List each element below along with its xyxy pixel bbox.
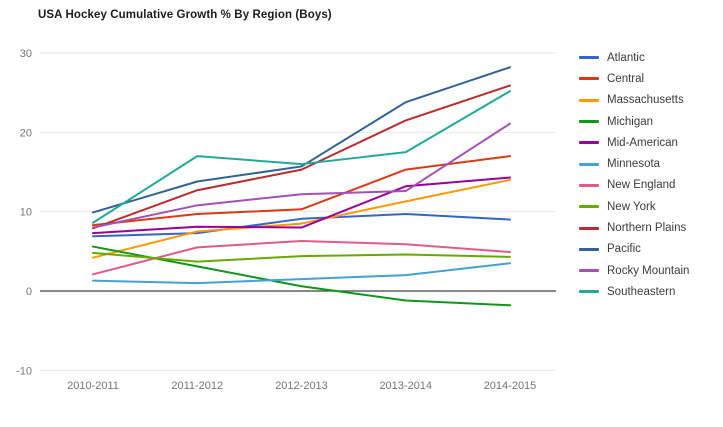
x-tick-label: 2013-2014	[379, 380, 432, 392]
legend-label: Michigan	[607, 115, 654, 128]
legend-swatch-icon	[579, 141, 599, 145]
legend-swatch-icon	[579, 98, 599, 102]
series-line-new-england	[92, 240, 511, 276]
legend-label: Atlantic	[607, 51, 645, 64]
series-line-central	[92, 155, 511, 227]
y-tick-label: 10	[20, 207, 32, 219]
y-tick-label: 30	[20, 48, 32, 60]
legend-item-central[interactable]: Central	[579, 68, 689, 89]
legend-swatch-icon	[579, 56, 599, 60]
series-line-michigan	[92, 245, 511, 307]
series-line-massachusetts	[92, 178, 511, 259]
chart-title: USA Hockey Cumulative Growth % By Region…	[38, 9, 332, 21]
legend-swatch-icon	[579, 120, 599, 124]
y-tick-label: 20	[20, 127, 32, 139]
series-line-southeastern	[92, 90, 511, 224]
x-tick-label: 2014-2015	[484, 380, 537, 392]
legend-swatch-icon	[579, 290, 599, 294]
legend-swatch-icon	[579, 183, 599, 187]
legend-item-new-york[interactable]: New York	[579, 196, 689, 217]
series-line-minnesota	[92, 262, 511, 285]
legend-label: Northern Plains	[607, 222, 687, 235]
legend: Atlantic Central Massachusetts Michigan Mid-…	[579, 47, 689, 303]
x-tick-label: 2010-2011	[67, 380, 119, 392]
legend-item-atlantic[interactable]: Atlantic	[579, 47, 689, 68]
legend-label: Rocky Mountain	[607, 264, 690, 277]
legend-label: Mid-American	[607, 136, 678, 149]
legend-label: New York	[607, 200, 656, 213]
legend-item-massachusetts[interactable]: Massachusetts	[579, 90, 689, 111]
legend-item-minnesota[interactable]: Minnesota	[579, 153, 689, 174]
legend-swatch-icon	[579, 205, 599, 209]
y-tick-label: -10	[16, 365, 32, 377]
series-line-atlantic	[92, 213, 511, 238]
series-line-new-york	[92, 251, 511, 263]
legend-label: Minnesota	[607, 158, 661, 171]
legend-item-pacific[interactable]: Pacific	[579, 239, 689, 260]
legend-item-new-england[interactable]: New England	[579, 175, 689, 196]
legend-item-michigan[interactable]: Michigan	[579, 111, 689, 132]
legend-label: Massachusetts	[607, 94, 684, 107]
legend-item-rocky-mountain[interactable]: Rocky Mountain	[579, 260, 689, 281]
series-line-northern-plains	[92, 84, 511, 230]
legend-swatch-icon	[579, 269, 599, 273]
series-line-mid-american	[92, 176, 511, 235]
y-tick-label: 0	[26, 286, 32, 298]
legend-swatch-icon	[579, 226, 599, 230]
x-tick-label: 2012-2013	[275, 380, 328, 392]
legend-swatch-icon	[579, 77, 599, 81]
legend-label: Southeastern	[607, 285, 676, 298]
legend-label: New England	[607, 179, 676, 192]
x-tick-label: 2011-2012	[171, 380, 223, 392]
legend-item-northern-plains[interactable]: Northern Plains	[579, 217, 689, 238]
legend-label: Pacific	[607, 243, 641, 256]
series-line-rocky-mountain	[92, 122, 511, 229]
legend-swatch-icon	[579, 162, 599, 166]
legend-item-southeastern[interactable]: Southeastern	[579, 281, 689, 302]
legend-label: Central	[607, 72, 645, 85]
legend-item-mid-american[interactable]: Mid-American	[579, 132, 689, 153]
legend-swatch-icon	[579, 247, 599, 251]
series-line-pacific	[92, 66, 511, 214]
